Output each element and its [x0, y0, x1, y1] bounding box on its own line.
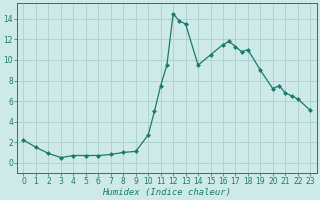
X-axis label: Humidex (Indice chaleur): Humidex (Indice chaleur) [102, 188, 231, 197]
